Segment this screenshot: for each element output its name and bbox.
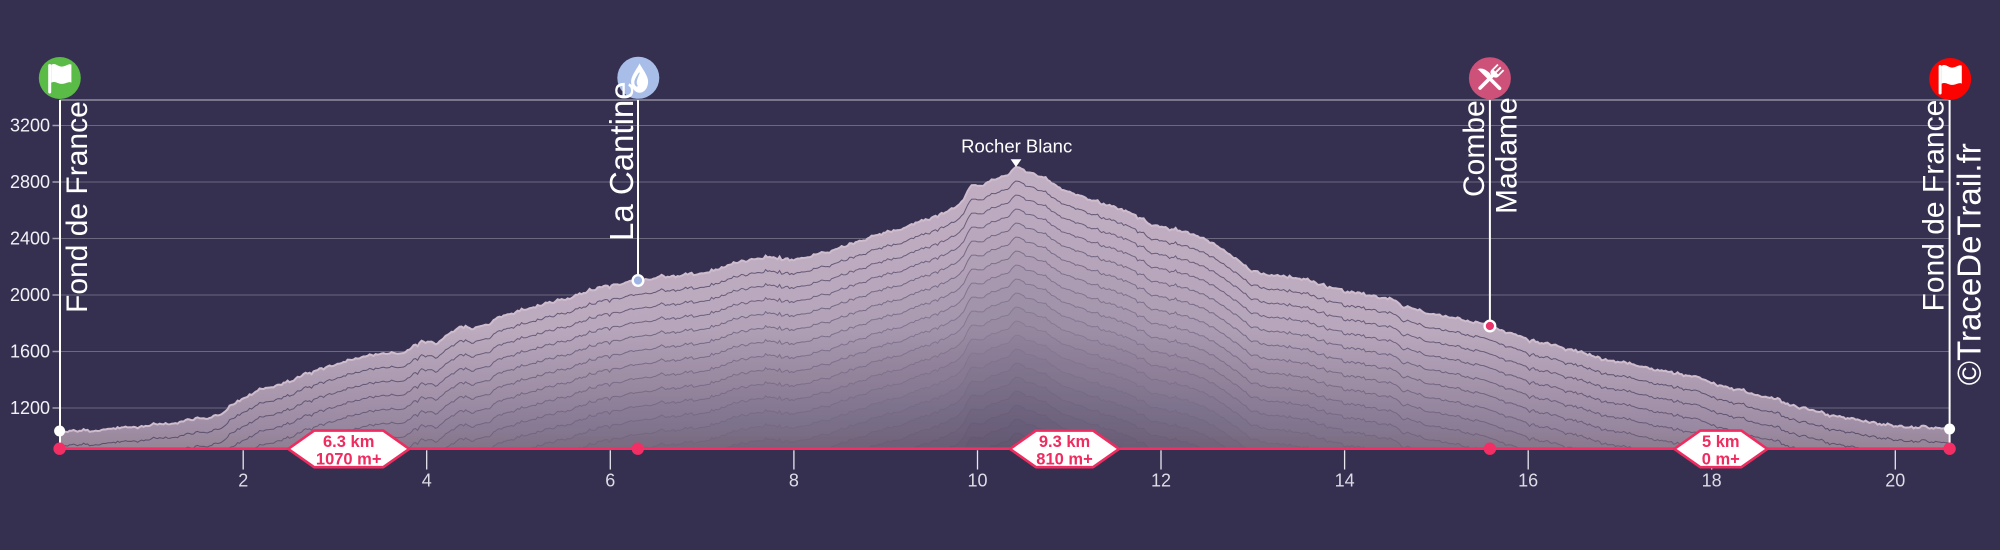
svg-text:14: 14 bbox=[1335, 471, 1355, 491]
svg-text:La Cantine: La Cantine bbox=[603, 81, 640, 241]
svg-text:6.3 km: 6.3 km bbox=[323, 433, 374, 451]
svg-text:Fond de France: Fond de France bbox=[1918, 100, 1951, 312]
svg-text:18: 18 bbox=[1702, 471, 1722, 491]
svg-text:2400: 2400 bbox=[10, 229, 50, 249]
svg-text:20: 20 bbox=[1885, 471, 1905, 491]
svg-text:5 km: 5 km bbox=[1702, 433, 1740, 451]
svg-text:2800: 2800 bbox=[10, 172, 50, 192]
svg-text:1600: 1600 bbox=[10, 342, 50, 362]
svg-text:810 m+: 810 m+ bbox=[1036, 451, 1092, 469]
svg-text:Rocher Blanc: Rocher Blanc bbox=[961, 136, 1072, 157]
svg-text:©TraceDeTrail.fr: ©TraceDeTrail.fr bbox=[1951, 143, 1988, 385]
svg-text:1200: 1200 bbox=[10, 398, 50, 418]
svg-text:9.3 km: 9.3 km bbox=[1039, 433, 1090, 451]
svg-text:Combe: Combe bbox=[1458, 100, 1491, 197]
svg-text:1070 m+: 1070 m+ bbox=[316, 451, 382, 469]
svg-text:3200: 3200 bbox=[10, 116, 50, 136]
svg-text:6: 6 bbox=[605, 471, 615, 491]
svg-text:8: 8 bbox=[789, 471, 799, 491]
svg-text:10: 10 bbox=[967, 471, 987, 491]
svg-text:2000: 2000 bbox=[10, 285, 50, 305]
svg-text:Fond de France: Fond de France bbox=[61, 101, 94, 313]
svg-text:12: 12 bbox=[1151, 471, 1171, 491]
svg-text:16: 16 bbox=[1518, 471, 1538, 491]
svg-text:0 m+: 0 m+ bbox=[1702, 451, 1740, 469]
svg-text:2: 2 bbox=[238, 471, 248, 491]
svg-text:4: 4 bbox=[422, 471, 432, 491]
svg-text:Madame: Madame bbox=[1491, 97, 1524, 214]
